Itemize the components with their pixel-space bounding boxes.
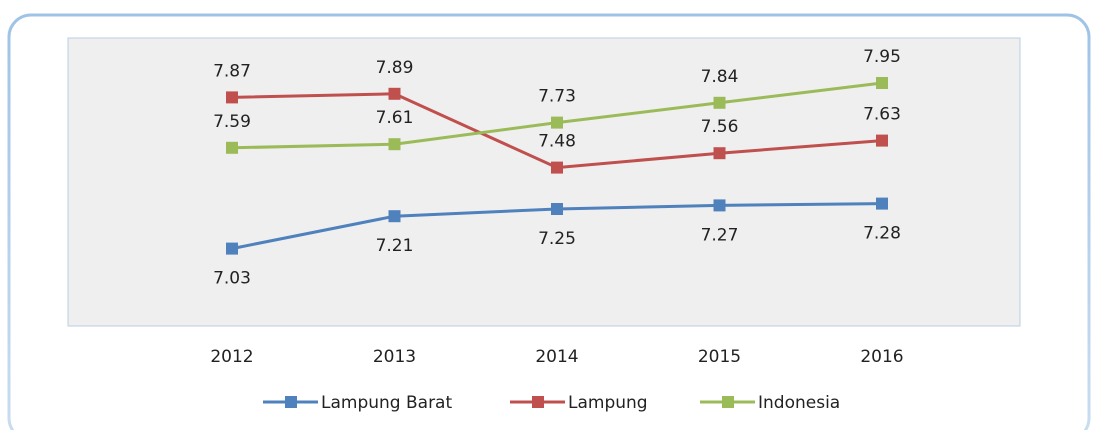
data-label: 7.95 [863,47,901,67]
x-tick-label: 2014 [535,347,578,367]
legend-label: Lampung [568,393,648,413]
legend-label: Lampung Barat [321,393,452,413]
data-label: 7.28 [863,224,901,244]
point-marker [388,138,401,151]
point-marker [226,91,238,104]
point-marker [876,77,888,89]
point-marker [876,197,888,210]
data-label: 7.03 [213,269,251,289]
data-label: 7.21 [376,236,414,256]
point-marker [713,199,726,212]
point-marker [713,96,726,109]
x-tick-label: 2012 [210,347,253,367]
point-marker [388,87,401,100]
data-label: 7.87 [213,61,251,81]
legend-marker [285,396,297,408]
data-label: 7.63 [863,105,901,125]
data-label: 7.61 [376,108,414,128]
point-marker [226,141,238,154]
data-label: 7.89 [376,58,414,78]
legend-label: Indonesia [758,393,840,413]
data-label: 7.56 [701,117,739,137]
x-tick-label: 2015 [698,347,741,367]
x-tick-label: 2016 [860,347,903,367]
point-marker [226,242,238,255]
data-label: 7.84 [701,67,739,87]
data-label: 7.27 [701,225,739,245]
data-label: 7.73 [538,87,576,107]
legend-marker [722,396,734,408]
point-marker [551,203,563,215]
point-marker [876,134,888,147]
legend-marker [532,396,544,408]
point-marker [713,147,726,160]
data-label: 7.59 [213,112,251,132]
data-label: 7.25 [538,229,576,249]
data-label: 7.48 [538,132,576,152]
point-marker [551,161,563,174]
point-marker [388,210,401,223]
point-marker [551,116,563,129]
x-tick-label: 2013 [373,347,416,367]
